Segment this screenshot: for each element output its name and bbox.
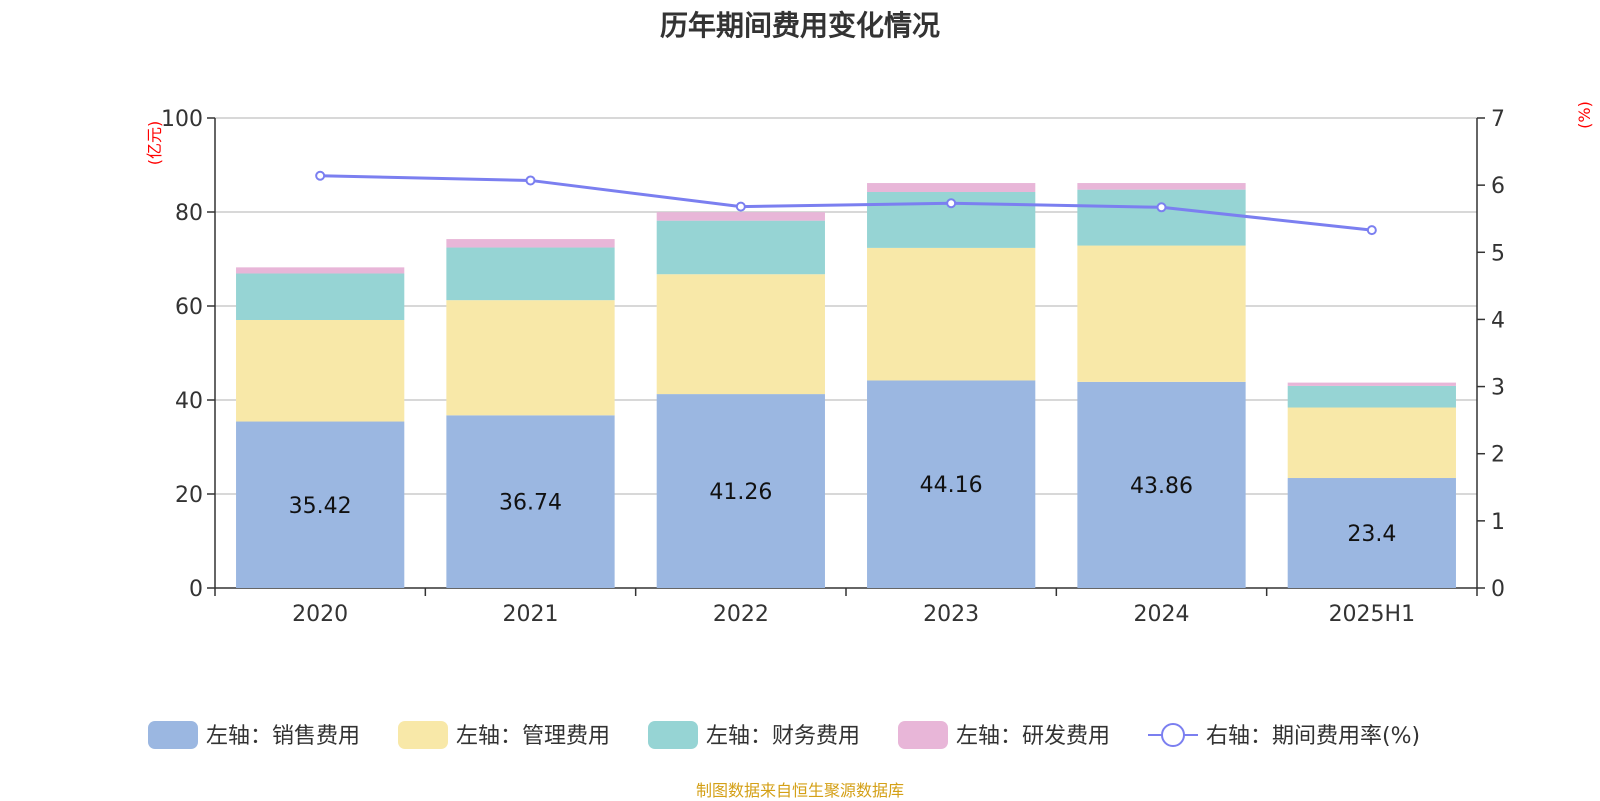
- bar-segment-4: [236, 267, 405, 274]
- legend-swatch-4: [898, 721, 948, 749]
- bar-segment-3: [446, 247, 615, 301]
- bar-segment-2: [656, 274, 825, 395]
- left-axis-unit-label: (亿元): [145, 121, 164, 166]
- left-axis-tick-label: 0: [189, 577, 203, 602]
- bar-data-label: 41.26: [709, 480, 772, 505]
- left-axis-tick-label: 80: [175, 201, 203, 226]
- rate-line-point: [735, 201, 746, 212]
- rate-line-point: [1156, 202, 1167, 213]
- rate-line-point: [315, 170, 326, 181]
- legend-line-marker: [1161, 723, 1185, 747]
- bar-segment-1: [236, 421, 405, 588]
- legend-label: 左轴：财务费用: [706, 724, 860, 749]
- bar-data-label: 43.86: [1130, 474, 1193, 499]
- left-axis-tick-label: 20: [175, 483, 203, 508]
- right-axis-tick-label: 3: [1491, 376, 1505, 401]
- right-axis-tick-label: 0: [1491, 577, 1505, 602]
- bar-segment-4: [446, 239, 615, 248]
- bar-segment-1: [1077, 381, 1246, 588]
- bar-segment-2: [867, 247, 1036, 381]
- source-note: 制图数据来自恒生聚源数据库: [695, 781, 904, 800]
- bar-data-label: 35.42: [289, 494, 352, 519]
- legend-label: 左轴：销售费用: [206, 724, 360, 749]
- x-axis-tick-label: 2020: [292, 602, 348, 627]
- rate-line-point: [1366, 225, 1377, 236]
- bar-segment-1: [446, 415, 615, 588]
- left-axis-tick-label: 100: [161, 107, 203, 132]
- bar-segment-3: [656, 220, 825, 275]
- legend-label: 左轴：研发费用: [956, 724, 1110, 749]
- legend-swatch-3: [648, 721, 698, 749]
- legend-label: 左轴：管理费用: [456, 724, 610, 749]
- bar-segment-4: [656, 212, 825, 221]
- right-axis-tick-label: 5: [1491, 241, 1505, 266]
- bar-segment-3: [1287, 385, 1456, 408]
- bar-segment-2: [1077, 245, 1246, 382]
- x-axis-tick-label: 2025H1: [1329, 602, 1416, 627]
- x-axis-tick-label: 2023: [923, 602, 979, 627]
- bar-data-label: 44.16: [920, 473, 983, 498]
- x-axis-tick-label: 2021: [503, 602, 559, 627]
- rate-line-point: [525, 175, 536, 186]
- right-axis-tick-label: 6: [1491, 174, 1505, 199]
- bar-segment-3: [1077, 189, 1246, 246]
- legend-swatch-2: [398, 721, 448, 749]
- right-axis-unit-label: (%): [1575, 101, 1594, 129]
- left-axis-tick-label: 60: [175, 295, 203, 320]
- right-axis-tick-label: 4: [1491, 308, 1505, 333]
- bar-segment-1: [656, 394, 825, 588]
- rate-line-point: [946, 198, 957, 209]
- right-axis-tick-label: 1: [1491, 510, 1505, 535]
- bar-segment-2: [446, 300, 615, 416]
- x-axis-tick-label: 2022: [713, 602, 769, 627]
- bar-segment-3: [236, 273, 405, 321]
- bar-segment-2: [1287, 407, 1456, 479]
- bar-segment-4: [1077, 183, 1246, 190]
- bar-segment-4: [867, 183, 1036, 192]
- bar-data-label: 36.74: [499, 491, 562, 516]
- legend-label: 右轴：期间费用率(%): [1206, 724, 1420, 749]
- bar-segment-1: [1287, 478, 1456, 588]
- right-axis-tick-label: 2: [1491, 443, 1505, 468]
- x-axis-tick-label: 2024: [1134, 602, 1190, 627]
- bar-segment-4: [1287, 382, 1456, 386]
- bar-data-label: 23.4: [1347, 522, 1396, 547]
- bar-segment-2: [236, 320, 405, 422]
- right-axis-tick-label: 7: [1491, 107, 1505, 132]
- rate-line: [320, 174, 1372, 232]
- legend-swatch-1: [148, 721, 198, 749]
- bar-segment-1: [867, 380, 1036, 588]
- chart-title: 历年期间费用变化情况: [659, 9, 940, 42]
- left-axis-tick-label: 40: [175, 389, 203, 414]
